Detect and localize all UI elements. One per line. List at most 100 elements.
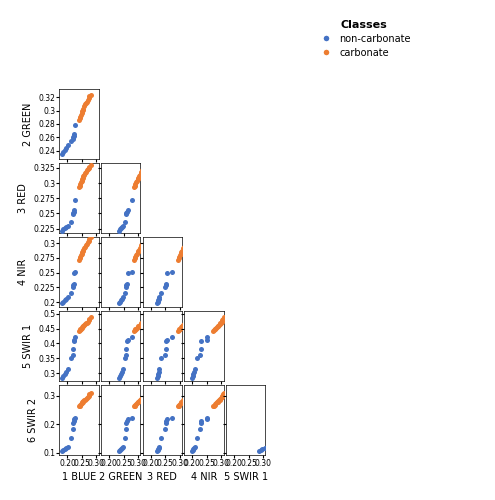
Point (257, 446, 265, 454)
Point (121, 218, 129, 226)
Point (131, 402, 139, 409)
Point (64, 142, 72, 150)
Point (214, 398, 222, 406)
Point (179, 246, 187, 254)
Point (154, 444, 162, 452)
Point (211, 400, 219, 408)
Point (86, 162, 94, 170)
Point (157, 288, 165, 296)
Point (179, 398, 187, 406)
Point (76, 254, 84, 262)
Point (137, 168, 145, 175)
X-axis label: 3 RED: 3 RED (148, 472, 177, 482)
Point (133, 400, 141, 407)
Point (177, 400, 185, 407)
Point (155, 293, 163, 301)
Point (58, 150, 66, 158)
Point (70, 280, 78, 288)
Point (62, 294, 70, 302)
Point (59, 298, 67, 306)
Point (78, 324, 86, 332)
Point (290, 417, 298, 425)
Point (115, 299, 123, 307)
Point (197, 419, 205, 427)
Point (137, 320, 145, 328)
Point (80, 321, 88, 329)
Point (191, 444, 199, 452)
Point (77, 324, 85, 332)
Point (183, 316, 191, 324)
Point (59, 226, 67, 234)
Point (309, 393, 317, 401)
Point (133, 324, 141, 332)
Point (124, 415, 132, 423)
Point (123, 280, 131, 288)
Point (219, 390, 227, 398)
Point (123, 417, 131, 425)
Point (138, 240, 146, 248)
Point (218, 393, 226, 401)
Point (140, 315, 148, 323)
Point (122, 210, 130, 218)
Y-axis label: 2 GREEN: 2 GREEN (23, 102, 33, 146)
Point (154, 372, 162, 380)
Point (71, 414, 79, 422)
Point (117, 296, 125, 304)
Point (211, 324, 219, 332)
Point (58, 299, 66, 307)
Point (292, 415, 299, 423)
Point (311, 390, 319, 398)
Point (131, 182, 139, 190)
Point (70, 417, 78, 425)
Point (216, 320, 224, 328)
Point (310, 392, 318, 400)
Point (198, 417, 205, 425)
Point (59, 446, 67, 454)
Point (168, 268, 176, 276)
Point (180, 321, 188, 329)
Point (78, 248, 86, 256)
Point (212, 324, 220, 332)
Point (79, 398, 87, 406)
Point (193, 434, 201, 442)
Point (84, 165, 92, 173)
Point (216, 320, 224, 328)
Point (162, 417, 170, 425)
Point (117, 370, 125, 378)
Point (154, 445, 162, 453)
Point (82, 168, 90, 175)
Point (213, 398, 221, 406)
Point (263, 444, 271, 452)
Point (177, 250, 185, 258)
Point (80, 102, 88, 110)
Point (180, 396, 188, 404)
Point (132, 180, 140, 188)
Point (182, 238, 190, 246)
Point (67, 434, 75, 442)
Point (67, 218, 75, 226)
Point (274, 434, 282, 442)
Point (255, 447, 263, 455)
Point (189, 372, 197, 380)
Point (133, 178, 141, 186)
Point (188, 447, 196, 455)
Point (64, 222, 72, 230)
Point (140, 236, 148, 244)
Y-axis label: 4 NIR: 4 NIR (18, 259, 28, 285)
Point (178, 398, 186, 406)
Point (307, 395, 315, 403)
Point (77, 252, 85, 260)
Point (81, 100, 89, 108)
Y-axis label: 3 RED: 3 RED (18, 183, 28, 213)
Point (62, 368, 70, 376)
Point (138, 166, 146, 174)
Point (277, 426, 285, 434)
Point (61, 224, 69, 232)
Point (168, 333, 176, 341)
Point (180, 396, 188, 404)
Point (202, 415, 210, 423)
Point (182, 318, 190, 326)
X-axis label: 4 NIR: 4 NIR (191, 472, 217, 482)
Point (78, 398, 86, 406)
Point (124, 336, 132, 344)
